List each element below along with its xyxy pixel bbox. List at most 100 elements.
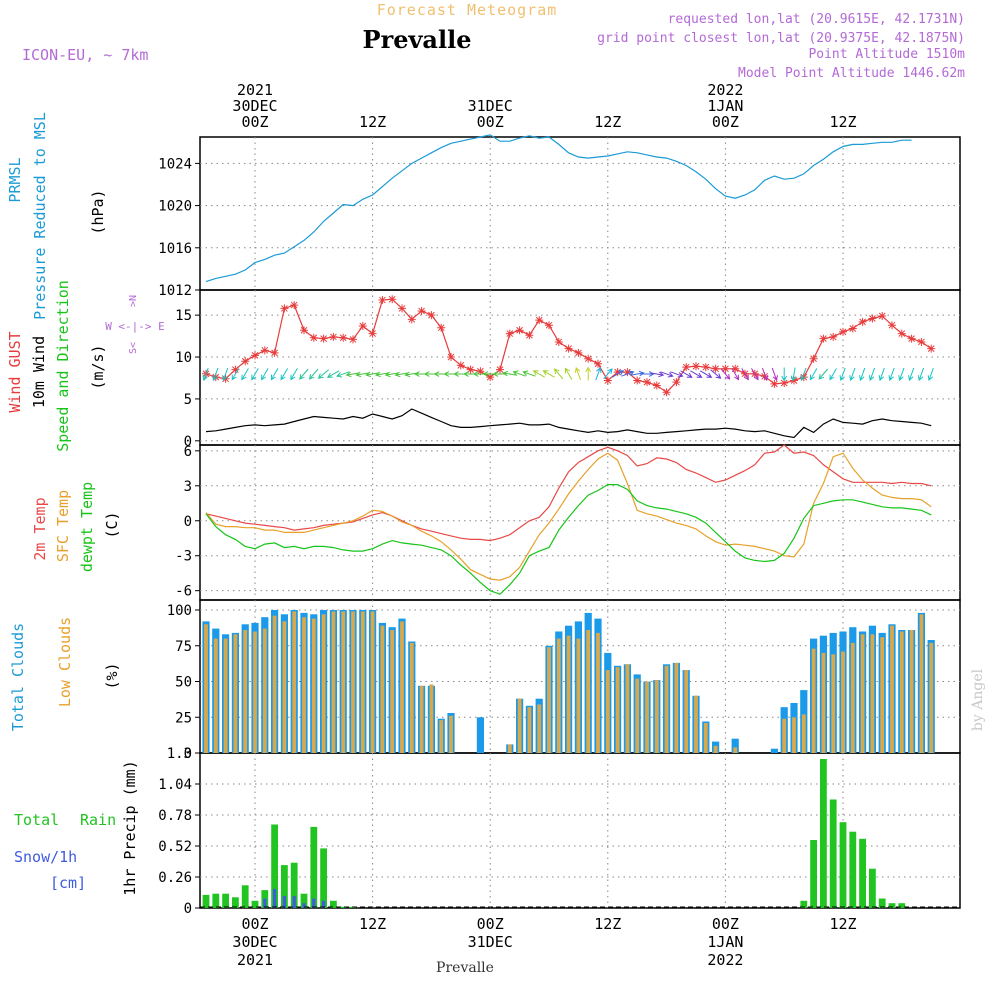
gust-marker xyxy=(574,348,583,357)
gust-marker xyxy=(554,337,563,346)
compass-n: >N xyxy=(128,295,139,307)
gust-marker xyxy=(731,364,740,373)
low-cloud-bar xyxy=(870,634,875,753)
requested-coords: requested lon,lat (20.9615E, 42.1731N) xyxy=(668,12,965,27)
low-cloud-bar xyxy=(527,707,532,753)
low-cloud-bar xyxy=(439,720,444,753)
wind-arrow xyxy=(603,368,613,380)
low-cloud-bar xyxy=(684,670,689,753)
rain-bar xyxy=(810,840,817,908)
low-cloud-bar xyxy=(507,744,512,753)
gust-marker xyxy=(603,376,612,385)
low-cloud-bar xyxy=(223,638,228,753)
low-cloud-bar xyxy=(635,678,640,753)
gust-marker xyxy=(319,334,328,343)
cloud-unit: (%) xyxy=(103,662,121,689)
ytick-label: 1.04 xyxy=(158,777,192,793)
gust-marker xyxy=(839,327,847,336)
top-time-label: 31DEC xyxy=(468,97,513,115)
wind-arrow xyxy=(280,368,289,381)
dewpt-line xyxy=(205,484,932,595)
bottom-time-label: 2022 xyxy=(707,951,743,969)
wind-arrow xyxy=(345,371,360,378)
top-time-label: 00Z xyxy=(712,113,739,131)
gust-marker xyxy=(437,323,446,332)
low-cloud-bar xyxy=(664,665,669,753)
gust-marker xyxy=(652,381,661,390)
gust-marker xyxy=(427,311,436,320)
snow-unit: [cm] xyxy=(50,874,86,892)
point-altitude: Point Altitude 1510m xyxy=(808,47,965,62)
wind-arrow xyxy=(868,367,876,382)
wind-arrow xyxy=(308,368,319,380)
panel-frame xyxy=(199,136,961,291)
wind-arrow xyxy=(336,371,350,378)
low-cloud-bar xyxy=(733,747,738,753)
top-time-label: 12Z xyxy=(594,113,621,131)
wind-arrow xyxy=(553,368,564,380)
wind-arrow xyxy=(564,367,573,380)
wind-arrow xyxy=(710,369,722,379)
low-cloud-bar xyxy=(429,684,434,753)
rain-bar xyxy=(320,848,327,908)
precip-bars xyxy=(202,759,906,908)
wind-arrow xyxy=(670,371,684,378)
gust-marker xyxy=(897,329,906,338)
gust-marker xyxy=(809,354,818,363)
ytick-label: 100 xyxy=(167,603,192,619)
bottom-time-label: 31DEC xyxy=(468,933,513,951)
rain-bar xyxy=(800,900,808,908)
low-cloud-bar xyxy=(360,611,365,753)
low-cloud-bar xyxy=(674,662,679,753)
low-cloud-bar xyxy=(341,611,346,753)
ytick-label: 1012 xyxy=(158,283,192,299)
gust-marker xyxy=(241,357,250,366)
gust-marker xyxy=(927,344,936,353)
top-time-label: 00Z xyxy=(477,113,504,131)
snow-bar xyxy=(263,898,267,908)
bottom-time-label: 00Z xyxy=(477,915,504,933)
wind-speed-line xyxy=(205,408,932,439)
wind-arrow xyxy=(680,370,693,378)
low-cloud-bar xyxy=(537,704,542,753)
low-cloud-bar xyxy=(517,698,522,753)
snow-bar xyxy=(273,888,277,908)
total-cloud-bar xyxy=(770,748,778,753)
wind-direction-arrows xyxy=(202,366,934,382)
total-label: Total xyxy=(14,811,59,829)
gust-marker xyxy=(329,332,338,341)
compass-s: S< xyxy=(128,342,139,354)
bottom-time-label: 00Z xyxy=(712,915,739,933)
low-cloud-bar xyxy=(262,628,267,753)
ytick-label: 1020 xyxy=(158,199,192,215)
low-cloud-bar xyxy=(370,611,375,753)
low-cloud-bar xyxy=(321,614,326,753)
wind-arrow xyxy=(355,371,370,378)
low-cloud-bar xyxy=(586,630,591,753)
rain-bar xyxy=(869,868,876,908)
wind-arrow xyxy=(630,370,645,377)
gust-marker xyxy=(300,326,308,335)
gust-marker xyxy=(584,354,593,363)
gust-marker xyxy=(407,315,416,324)
rain-bar xyxy=(849,831,857,908)
wind-arrow xyxy=(502,370,517,377)
snow-bar xyxy=(312,898,316,908)
wind-arrow xyxy=(690,370,703,378)
temp-2m-label: 2m Temp xyxy=(31,497,49,560)
top-time-label: 30DEC xyxy=(232,97,277,115)
gust-marker xyxy=(672,378,681,387)
low-cloud-bar xyxy=(400,621,404,753)
ytick-label: 0.52 xyxy=(158,839,192,855)
gust-marker xyxy=(633,376,642,385)
gust-marker xyxy=(643,378,651,387)
temp-sfc-line xyxy=(205,452,932,581)
rain-bar xyxy=(290,862,298,908)
ytick-label: 0 xyxy=(184,434,192,450)
wind-arrow xyxy=(731,368,740,381)
rain-bar xyxy=(330,900,337,908)
low-cloud-bar xyxy=(331,611,336,753)
ytick-label: 0.78 xyxy=(158,808,192,824)
low-cloud-bar xyxy=(801,714,806,753)
low-cloud-bar xyxy=(576,638,581,753)
